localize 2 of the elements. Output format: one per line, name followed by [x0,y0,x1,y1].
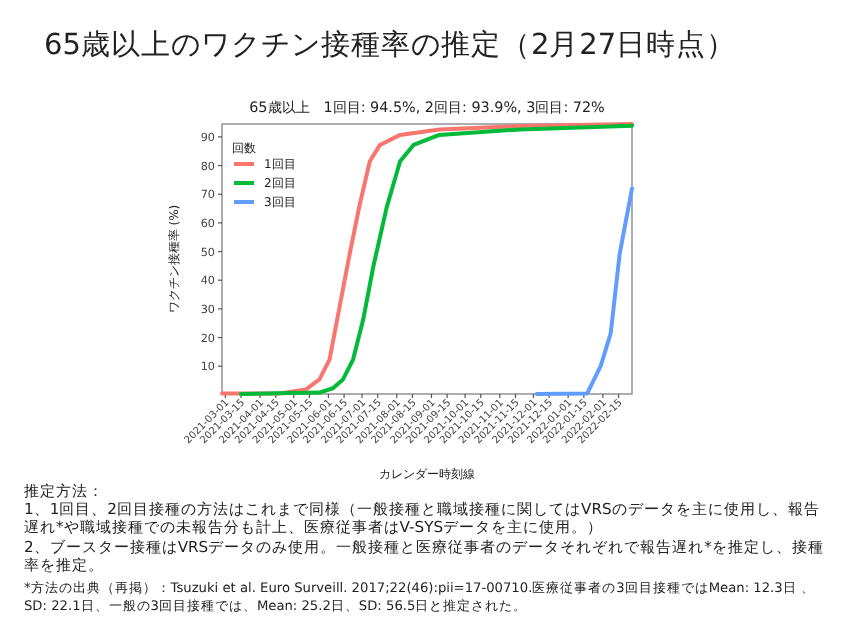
line-series [534,186,634,396]
chart-title: 65歳以上のワクチン接種率の推定（2月27日時点） [44,28,737,62]
